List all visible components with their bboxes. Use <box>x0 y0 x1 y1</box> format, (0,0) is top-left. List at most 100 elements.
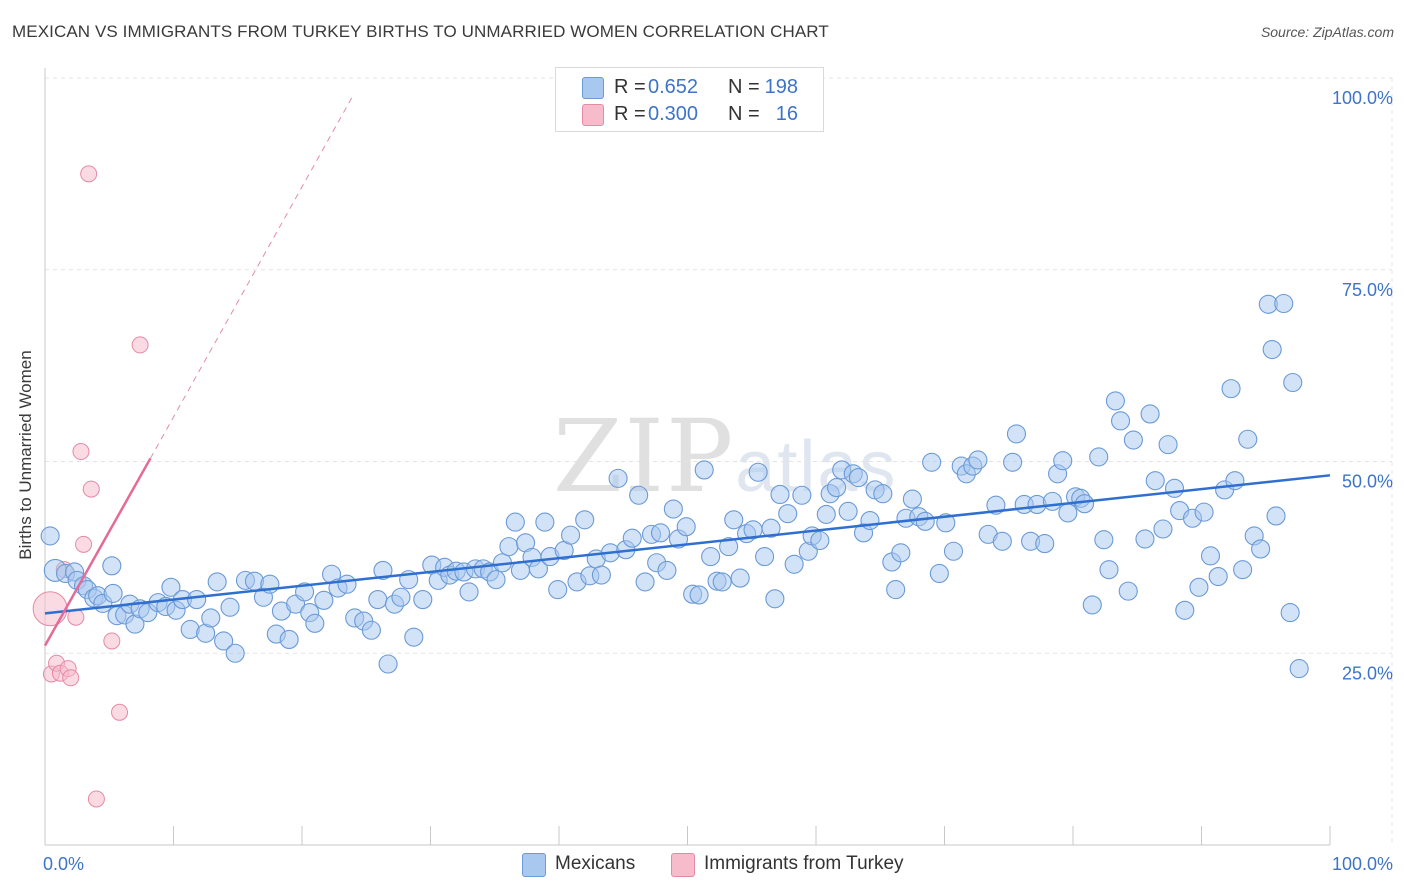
trend-line-turkey <box>43 457 152 647</box>
data-point-mexicans <box>1027 494 1047 515</box>
data-point-turkey <box>82 480 100 498</box>
data-point-turkey <box>111 703 129 721</box>
data-point-mexicans <box>103 583 123 603</box>
data-point-mexicans <box>1283 372 1303 393</box>
data-point-mexicans <box>902 489 922 509</box>
data-point-turkey <box>103 632 121 650</box>
data-point-mexicans <box>891 543 911 563</box>
series-mexicans <box>40 293 1309 679</box>
data-point-mexicans <box>810 530 830 551</box>
data-point-mexicans <box>575 510 595 530</box>
stats-n-label: N = <box>728 103 760 125</box>
tick-labels: 25.0% 50.0% 75.0% 100.0% 0.0% 100.0% <box>43 88 1393 874</box>
data-point-mexicans <box>712 572 732 592</box>
data-point-mexicans <box>622 528 642 548</box>
data-point-mexicans <box>1075 494 1095 514</box>
trend-lines <box>43 94 1331 647</box>
data-point-mexicans <box>505 512 525 532</box>
data-point-mexicans <box>1164 478 1185 498</box>
data-point-mexicans <box>755 547 775 567</box>
data-point-mexicans <box>860 511 880 531</box>
data-point-mexicans <box>459 582 479 602</box>
data-point-mexicans <box>765 589 785 609</box>
data-point-mexicans <box>838 501 858 521</box>
data-point-mexicans <box>1118 581 1138 601</box>
data-point-mexicans <box>1194 502 1214 522</box>
data-point-turkey <box>87 790 105 808</box>
data-point-mexicans <box>279 629 299 649</box>
y-tick-label: 50.0% <box>1342 472 1393 492</box>
data-point-mexicans <box>1280 603 1300 623</box>
data-point-turkey <box>72 443 90 461</box>
data-point-mexicans <box>225 643 245 663</box>
data-point-mexicans <box>391 587 411 607</box>
data-point-mexicans <box>778 504 798 524</box>
data-point-mexicans <box>915 511 935 531</box>
data-point-mexicans <box>922 452 942 472</box>
data-point-mexicans <box>1233 560 1253 580</box>
data-point-mexicans <box>650 523 671 543</box>
legend-swatch-pink <box>671 853 695 877</box>
data-point-mexicans <box>368 590 388 610</box>
data-point-mexicans <box>220 597 240 617</box>
data-point-mexicans <box>548 580 568 600</box>
data-point-mexicans <box>161 577 181 597</box>
stats-r-label: R = <box>614 103 646 125</box>
stats-row-mexicans: R = 0.652 N = 198 <box>556 73 823 101</box>
y-tick-label: 25.0% <box>1342 663 1393 683</box>
data-point-turkey <box>32 591 68 627</box>
data-point-mexicans <box>561 525 581 545</box>
data-point-mexicans <box>929 563 949 584</box>
data-point-mexicans <box>361 620 381 640</box>
legend-label: Immigrants from Turkey <box>704 853 904 874</box>
data-point-mexicans <box>676 517 696 537</box>
stats-n-value: 16 <box>775 103 798 125</box>
data-point-mexicans <box>657 560 677 580</box>
data-point-mexicans <box>730 568 750 588</box>
trend-line-mexicans <box>44 474 1331 615</box>
data-point-mexicans <box>663 499 683 519</box>
data-point-mexicans <box>1099 560 1119 580</box>
data-point-mexicans <box>1208 566 1228 587</box>
data-point-turkey <box>80 165 98 183</box>
data-point-mexicans <box>214 631 234 651</box>
data-point-mexicans <box>499 537 519 557</box>
data-point-mexicans <box>719 537 739 557</box>
data-point-mexicans <box>1058 503 1078 523</box>
data-point-mexicans <box>1003 452 1023 472</box>
data-point-mexicans <box>701 547 721 567</box>
data-point-mexicans <box>1145 471 1165 491</box>
chart-title: MEXICAN VS IMMIGRANTS FROM TURKEY BIRTHS… <box>12 22 829 41</box>
data-point-mexicans <box>816 504 836 524</box>
data-point-mexicans <box>968 450 988 470</box>
data-point-mexicans <box>1053 451 1073 471</box>
data-point-mexicans <box>936 513 956 533</box>
stats-r-label: R = <box>614 76 646 98</box>
data-point-mexicans <box>635 572 655 592</box>
data-point-mexicans <box>207 572 227 592</box>
stats-swatch-pink <box>582 104 604 126</box>
data-point-mexicans <box>848 468 868 488</box>
data-point-mexicans <box>1110 411 1131 431</box>
data-point-turkey <box>131 336 149 354</box>
axes <box>44 68 1331 846</box>
data-point-mexicans <box>792 485 812 505</box>
data-point-mexicans <box>314 590 334 610</box>
correlation-stats-box: R = 0.652 N = 198 R = 0.300 N = 16 <box>555 67 824 132</box>
data-point-mexicans <box>187 590 207 610</box>
data-point-mexicans <box>373 560 393 580</box>
data-point-mexicans <box>1251 539 1271 559</box>
data-point-mexicans <box>1189 577 1209 597</box>
data-point-mexicans <box>295 582 315 602</box>
data-point-mexicans <box>337 574 357 594</box>
stats-row-turkey: R = 0.300 N = 16 <box>556 100 823 128</box>
data-point-mexicans <box>486 570 506 590</box>
data-point-mexicans <box>761 518 781 538</box>
legend-label: Mexicans <box>555 853 636 874</box>
x-tick-label: 100.0% <box>1332 854 1393 874</box>
stats-swatch-blue <box>582 77 604 99</box>
data-point-mexicans <box>689 585 709 605</box>
grid-lines <box>45 77 1393 845</box>
data-point-mexicans <box>1135 529 1155 549</box>
